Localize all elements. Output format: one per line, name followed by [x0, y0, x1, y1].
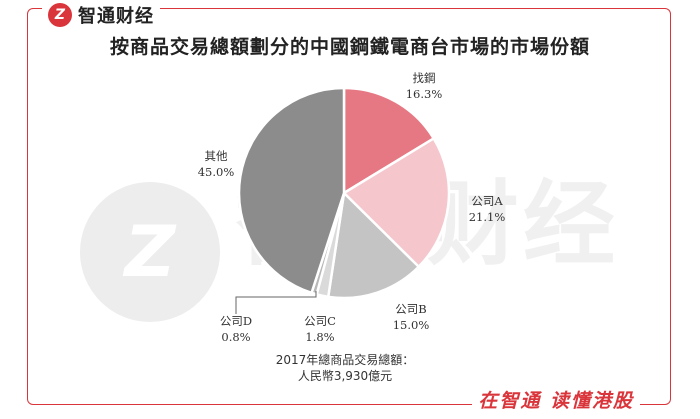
- pie-slice-2: [341, 136, 451, 269]
- note-line-2: 人民幣3,930億元: [297, 369, 393, 383]
- slice-value-label-2: 21.1%: [469, 210, 506, 224]
- pie-slice-6: [237, 86, 346, 295]
- slice-value-label-3: 15.0%: [393, 318, 430, 332]
- pie-slice-3: [326, 190, 421, 300]
- total-gmv-note: 2017年總商品交易總額： 人民幣3,930億元: [255, 352, 435, 384]
- slice-value-label-1: 16.3%: [406, 87, 443, 101]
- pie-slice-1: [342, 86, 436, 196]
- chart-frame: [27, 8, 671, 405]
- brand-logo-icon: Z: [48, 3, 72, 27]
- leader-line-5: [235, 291, 317, 314]
- brand-name: 智通财经: [78, 6, 154, 27]
- watermark-logo-icon: Z: [80, 182, 220, 322]
- brand-header: Z 智通财经: [42, 0, 160, 30]
- slice-label-4: 公司C: [304, 314, 336, 328]
- note-line-1: 2017年總商品交易總額：: [275, 353, 415, 367]
- slice-value-label-6: 45.0%: [198, 165, 235, 179]
- slice-value-label-5: 0.8%: [221, 330, 250, 344]
- chart-title: 按商品交易總額劃分的中國鋼鐵電商台市場的市場份額: [109, 36, 590, 58]
- footer-slogan: 在智通 读懂港股: [472, 386, 640, 413]
- slice-label-5: 公司D: [220, 314, 252, 328]
- slice-value-label-4: 1.8%: [305, 330, 334, 344]
- slice-label-1: 找鋼: [413, 71, 436, 85]
- slice-label-2: 公司A: [471, 194, 503, 208]
- slice-label-6: 其他: [205, 149, 228, 163]
- slice-label-3: 公司B: [395, 302, 426, 316]
